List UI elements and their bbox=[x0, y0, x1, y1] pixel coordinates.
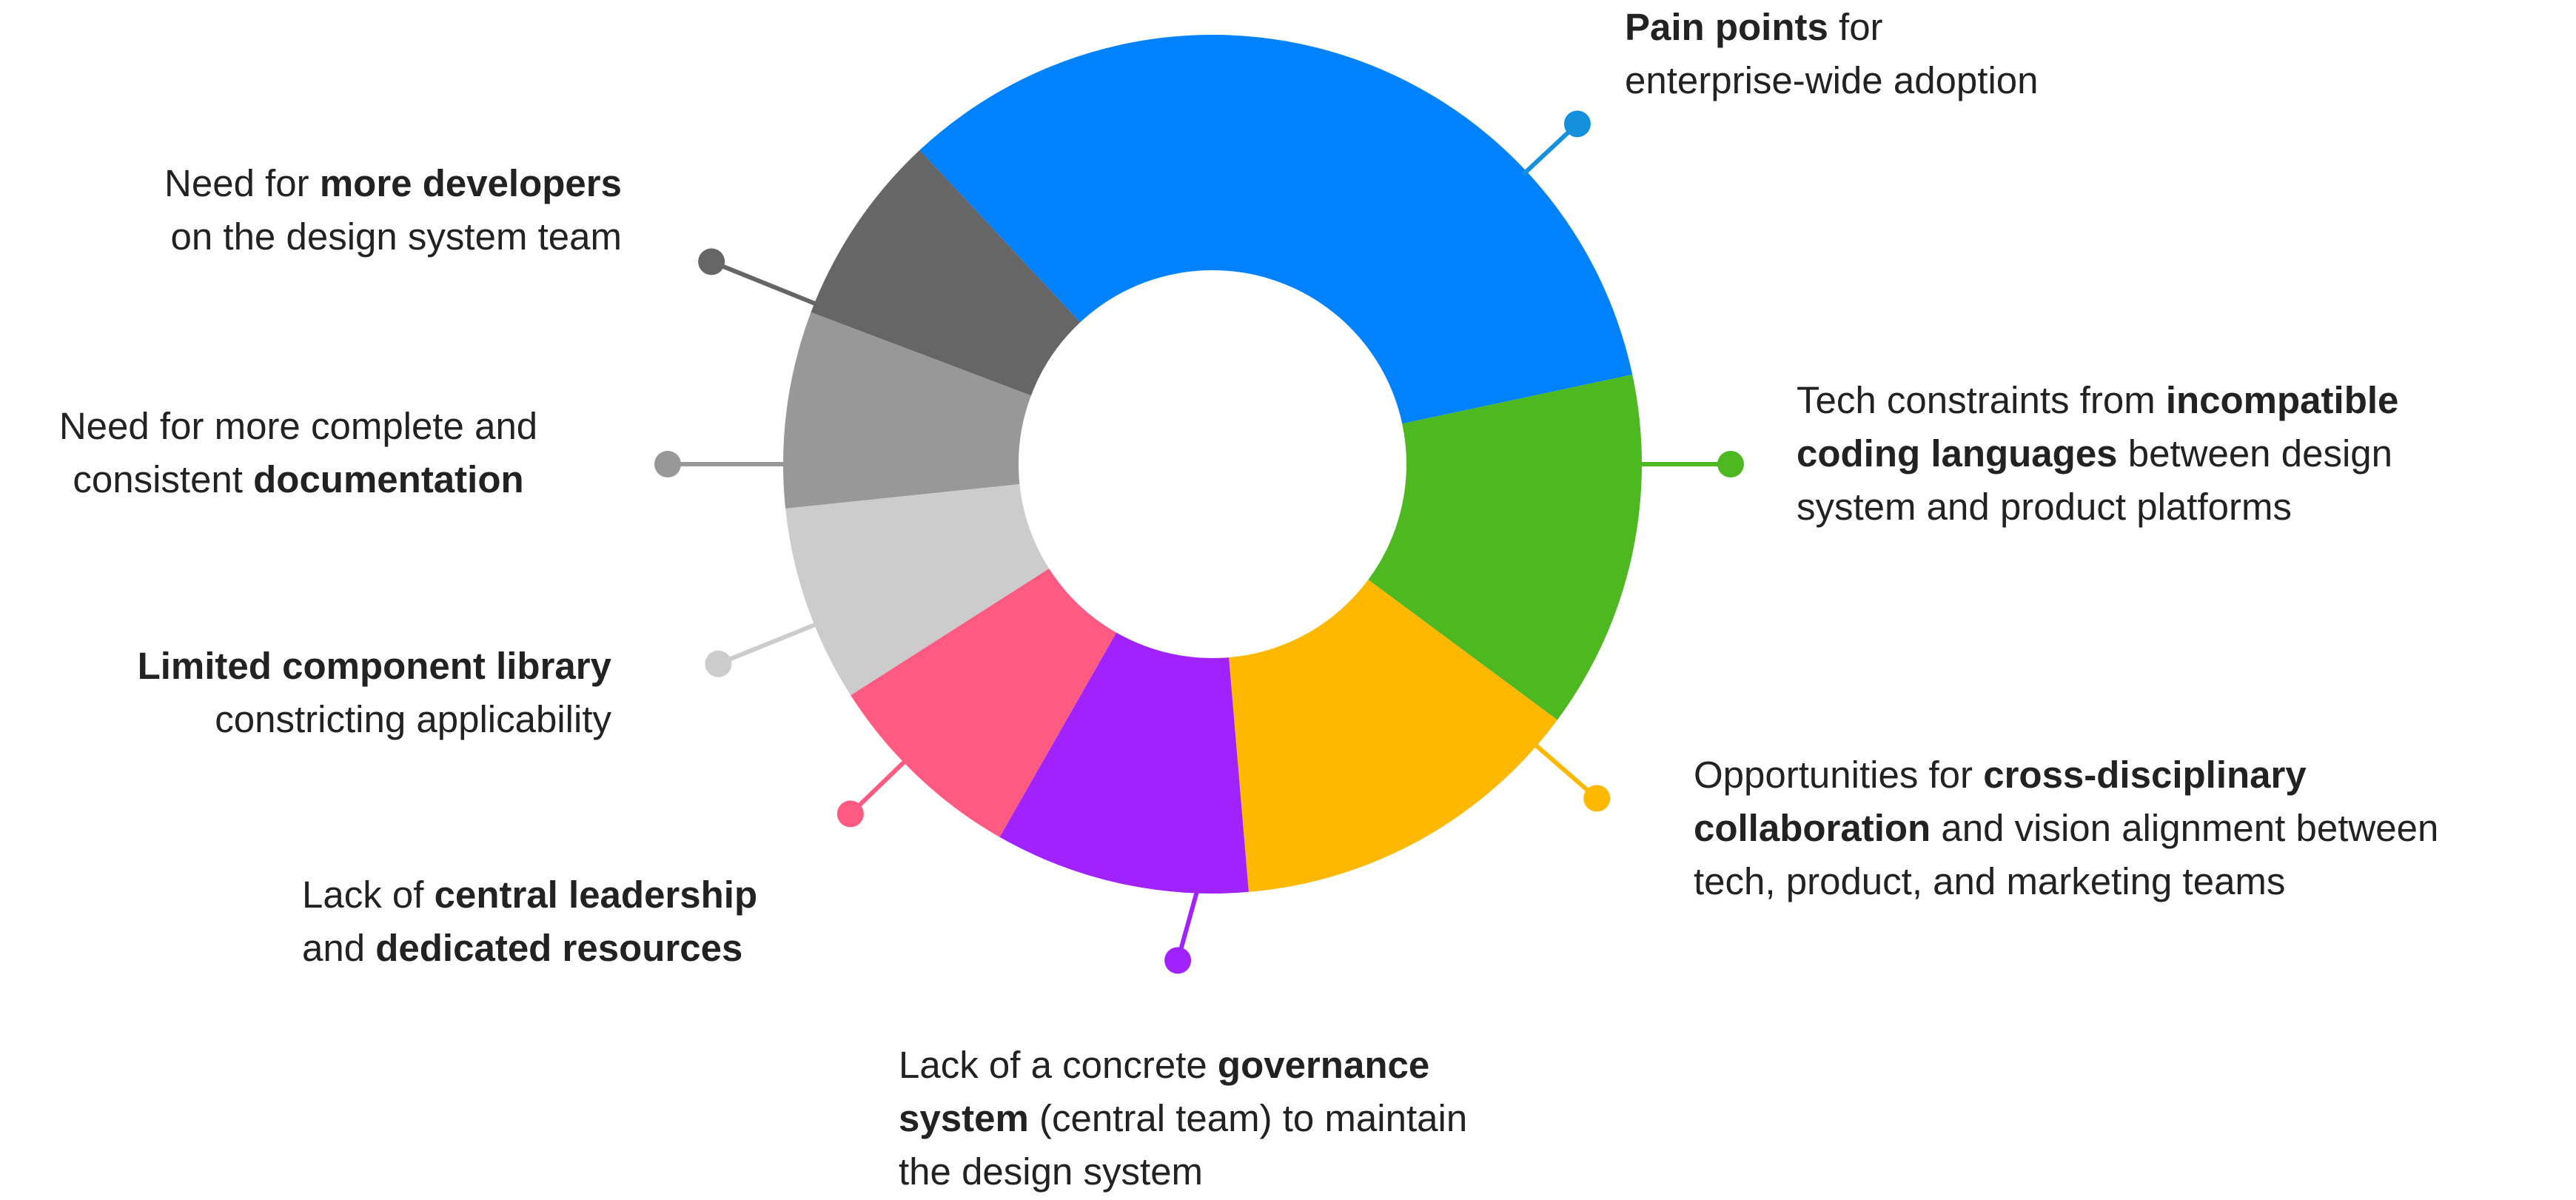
label-text: and vision alignment between bbox=[1931, 807, 2439, 849]
label-line: Limited component library bbox=[0, 640, 611, 693]
label-line: Opportunities for cross-disciplinary bbox=[1694, 748, 2438, 802]
leader-dot-cross-disciplinary bbox=[1583, 785, 1611, 812]
slice-label-documentation: Need for more complete and consistent doc… bbox=[0, 400, 597, 506]
label-text: Need for bbox=[164, 162, 320, 204]
label-text: between design bbox=[2117, 432, 2393, 475]
label-bold-text: Limited component library bbox=[137, 645, 611, 687]
label-line: consistent documentation bbox=[0, 453, 597, 506]
label-line: coding languages between design bbox=[1797, 427, 2398, 480]
label-line: Lack of a concrete governance bbox=[899, 1039, 1467, 1092]
slice-label-pain-points: Pain points for enterprise-wide adoption bbox=[1625, 1, 2039, 107]
leader-dot-central-leadership bbox=[836, 800, 864, 828]
label-text: Lack of a concrete bbox=[899, 1044, 1218, 1086]
label-line: and dedicated resources bbox=[302, 922, 757, 975]
leader-dot-documentation bbox=[654, 451, 681, 477]
leader-dot-component-library bbox=[705, 650, 732, 677]
slice-governance bbox=[999, 632, 1249, 894]
label-line: Need for more developers bbox=[0, 157, 622, 210]
slice-label-component-library: Limited component library constricting ap… bbox=[0, 640, 611, 746]
slice-label-cross-disciplinary: Opportunities for cross-disciplinary coll… bbox=[1694, 748, 2438, 908]
label-bold-text: incompatible bbox=[2165, 379, 2399, 421]
label-text: system and product platforms bbox=[1797, 486, 2292, 528]
label-bold-text: system bbox=[899, 1097, 1029, 1139]
label-text: Tech constraints from bbox=[1797, 379, 2166, 421]
slice-tech-constraints bbox=[1368, 375, 1642, 720]
slice-label-central-leadership: Lack of central leadership and dedicated … bbox=[302, 868, 757, 975]
label-line: enterprise-wide adoption bbox=[1625, 54, 2039, 107]
leader-line-cross-disciplinary bbox=[1532, 741, 1599, 800]
label-bold-text: cross-disciplinary bbox=[1983, 754, 2307, 796]
label-text: the design system bbox=[899, 1150, 1204, 1193]
label-line: tech, product, and marketing teams bbox=[1694, 855, 2438, 908]
label-text: Need for more complete and bbox=[58, 405, 538, 447]
label-text: constricting applicability bbox=[215, 698, 611, 740]
slices-layer bbox=[782, 34, 1642, 894]
label-line: Lack of central leadership bbox=[302, 868, 757, 922]
label-bold-text: dedicated resources bbox=[375, 927, 743, 969]
leader-line-more-developers bbox=[711, 259, 819, 307]
slice-label-governance: Lack of a concrete governance system (cen… bbox=[899, 1039, 1467, 1199]
leaders-layer bbox=[654, 110, 1744, 974]
label-text: consistent bbox=[73, 458, 254, 500]
label-text: tech, product, and marketing teams bbox=[1694, 860, 2286, 902]
label-bold-text: documentation bbox=[253, 458, 524, 500]
leader-dot-tech-constraints bbox=[1717, 451, 1744, 477]
slice-cross-disciplinary bbox=[1229, 580, 1557, 892]
label-text: Lack of bbox=[302, 874, 435, 916]
slice-pain-points bbox=[919, 34, 1633, 424]
label-line: system and product platforms bbox=[1797, 480, 2398, 534]
slice-label-tech-constraints: Tech constraints from incompatible coding… bbox=[1797, 374, 2398, 534]
label-text: and bbox=[302, 927, 376, 969]
label-bold-text: more developers bbox=[319, 162, 622, 204]
label-text: Opportunities for bbox=[1694, 754, 1984, 796]
slice-label-more-developers: Need for more developers on the design sy… bbox=[0, 157, 622, 264]
slice-central-leadership bbox=[851, 569, 1117, 837]
label-line: collaboration and vision alignment betwe… bbox=[1694, 802, 2438, 855]
label-line: Pain points for bbox=[1625, 1, 2039, 54]
label-text: on the design system team bbox=[170, 215, 623, 258]
label-line: system (central team) to maintain bbox=[899, 1092, 1467, 1145]
label-text: enterprise-wide adoption bbox=[1625, 59, 2039, 101]
slice-more-developers bbox=[811, 150, 1081, 396]
label-bold-text: governance bbox=[1217, 1044, 1430, 1086]
slice-documentation bbox=[782, 312, 1031, 509]
label-line: Need for more complete and bbox=[0, 400, 597, 453]
label-bold-text: collaboration bbox=[1694, 807, 1931, 849]
leader-dot-more-developers bbox=[698, 248, 725, 275]
label-bold-text: coding languages bbox=[1797, 432, 2118, 475]
leader-dot-governance bbox=[1164, 947, 1192, 974]
label-text: (central team) to maintain bbox=[1028, 1097, 1468, 1139]
slice-component-library bbox=[785, 484, 1050, 696]
leader-line-component-library bbox=[717, 621, 819, 666]
label-line: constricting applicability bbox=[0, 693, 611, 746]
label-line: on the design system team bbox=[0, 210, 623, 264]
label-text: for bbox=[1828, 6, 1883, 48]
leader-dot-pain-points bbox=[1563, 110, 1591, 138]
label-line: Tech constraints from incompatible bbox=[1797, 374, 2398, 427]
label-bold-text: Pain points bbox=[1625, 6, 1828, 48]
label-bold-text: central leadership bbox=[434, 874, 758, 916]
label-line: the design system bbox=[899, 1145, 1467, 1199]
